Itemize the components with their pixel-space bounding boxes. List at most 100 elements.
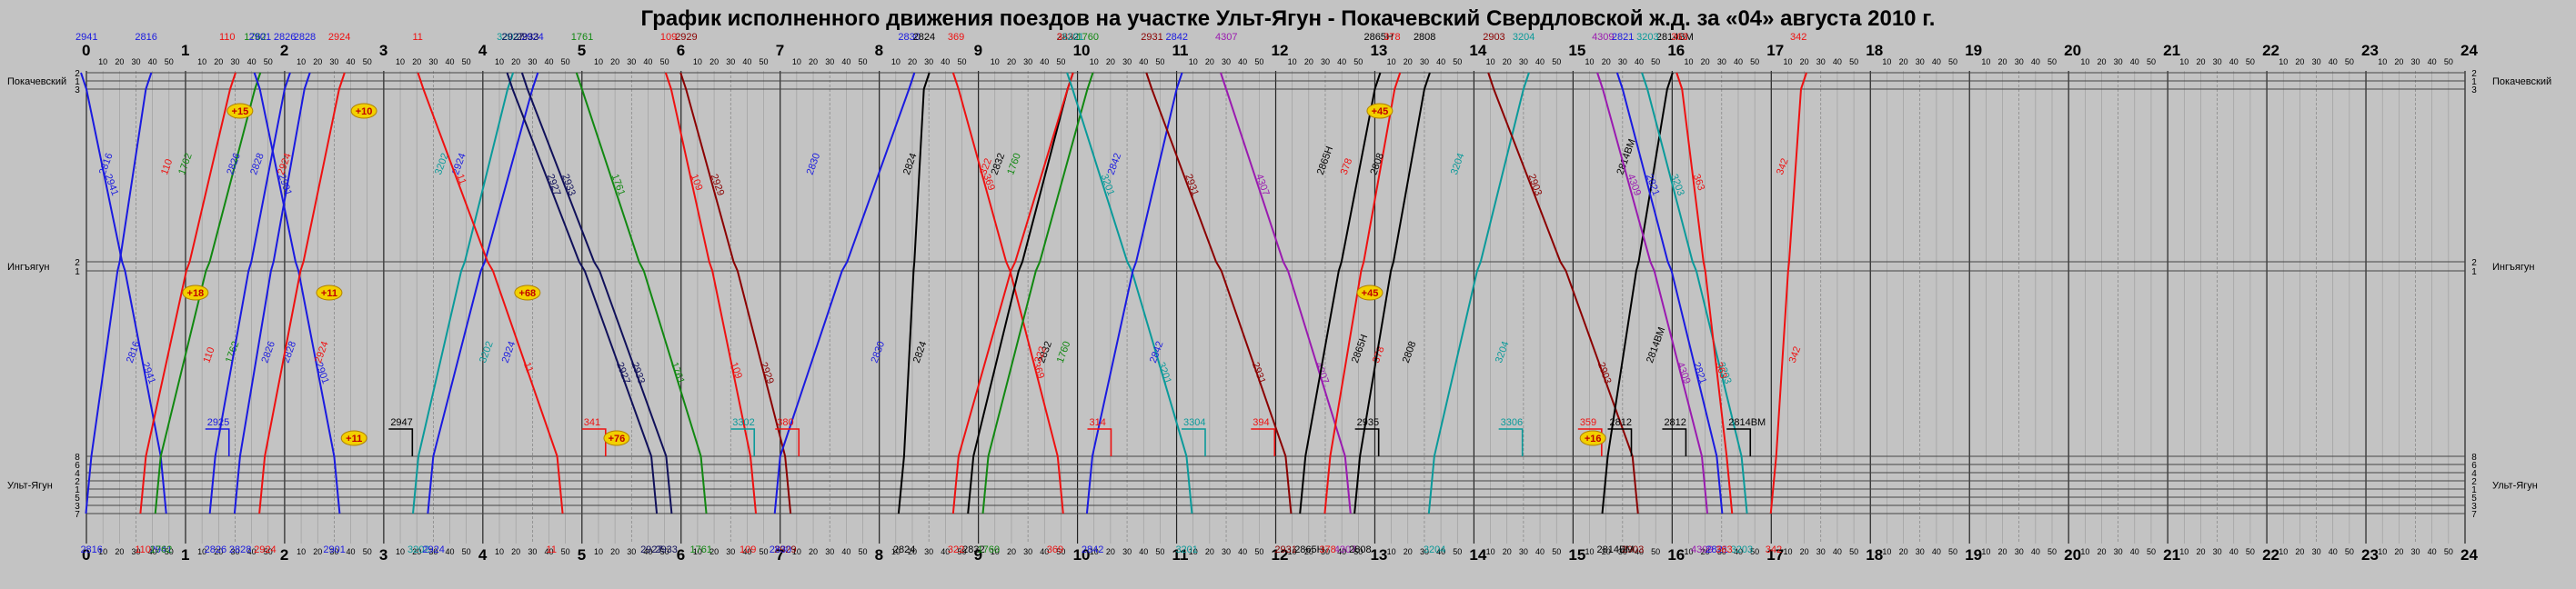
delay-badge-text: +15 [232, 106, 249, 117]
minute-label-top: 40 [2329, 57, 2338, 66]
train-number-bottom: 2816 [80, 544, 102, 555]
dwell-label: 2935 [1357, 417, 1379, 428]
minute-label-top: 50 [1353, 57, 1363, 66]
train-number-bottom: 2941 [150, 544, 172, 555]
hour-label-bottom: 10 [1073, 546, 1091, 564]
track-number-left: 8 [75, 453, 80, 463]
minute-label-top: 20 [1602, 57, 1611, 66]
train-number-top: 2865Н [1363, 32, 1393, 43]
hour-label-bottom: 11 [1172, 546, 1189, 564]
hour-label-top: 18 [1866, 42, 1883, 59]
train-path-2929 [679, 72, 792, 514]
minute-label-top: 50 [1849, 57, 1858, 66]
train-number-top: 3201 [1062, 32, 1083, 43]
hour-label-top: 3 [379, 42, 387, 59]
hour-label-bottom: 16 [1667, 546, 1685, 564]
minute-label-top: 30 [2015, 57, 2024, 66]
minute-label-top: 40 [1238, 57, 1247, 66]
track-number-right: 2 [2471, 258, 2477, 268]
minute-label-top: 10 [1189, 57, 1198, 66]
minute-label-top: 30 [1222, 57, 1231, 66]
train-number-top: 2832 [1057, 32, 1079, 43]
minute-label-bottom: 20 [1304, 547, 1313, 556]
minute-label-top: 10 [1585, 57, 1595, 66]
minute-label-top: 10 [1387, 57, 1396, 66]
train-number-top: 2924 [521, 32, 543, 43]
minute-label-top: 50 [1155, 57, 1164, 66]
train-path-2821 [1615, 72, 1724, 514]
minute-label-bottom: 50 [1849, 547, 1858, 556]
train-number-slope: 2865Н [1315, 145, 1335, 176]
minute-label-bottom: 40 [347, 547, 356, 556]
minute-label-bottom: 20 [511, 547, 520, 556]
train-number-top: 369 [948, 32, 964, 43]
train-number-slope: 110 [201, 345, 216, 364]
minute-label-top: 20 [610, 57, 619, 66]
graph-title: График исполненного движения поездов на … [641, 6, 1936, 31]
minute-label-top: 10 [1783, 57, 1792, 66]
dwell-label: 2812 [1664, 417, 1685, 428]
minute-label-top: 50 [165, 57, 174, 66]
minute-label-bottom: 30 [2114, 547, 2123, 556]
minute-label-top: 50 [2147, 57, 2156, 66]
minute-label-bottom: 40 [148, 547, 157, 556]
minute-label-bottom: 10 [693, 547, 702, 556]
minute-label-top: 20 [2394, 57, 2403, 66]
minute-label-top: 10 [396, 57, 405, 66]
train-number-bottom: 322 [948, 544, 964, 555]
minute-label-bottom: 50 [1353, 547, 1363, 556]
train-number-top: 3202 [497, 32, 518, 43]
hour-label-top: 11 [1172, 42, 1189, 59]
train-number-bottom: 1760 [978, 544, 1000, 555]
minute-label-top: 20 [1404, 57, 1413, 66]
minute-label-bottom: 50 [1552, 547, 1561, 556]
minute-label-bottom: 50 [660, 547, 669, 556]
train-number-slope: 2830 [869, 340, 887, 364]
minute-label-bottom: 10 [1189, 547, 1198, 556]
track-number-left: 2 [75, 477, 80, 487]
minute-label-top: 20 [313, 57, 322, 66]
minute-label-bottom: 30 [1816, 547, 1826, 556]
minute-label-top: 30 [1618, 57, 1627, 66]
minute-label-bottom: 40 [742, 547, 751, 556]
train-number-top: 11 [412, 32, 422, 43]
minute-label-top: 20 [115, 57, 124, 66]
track-number-right: 1 [2471, 485, 2477, 495]
track-number-left: 1 [75, 267, 80, 277]
hour-label-bottom: 14 [1469, 546, 1486, 564]
minute-label-bottom: 10 [792, 547, 801, 556]
minute-label-top: 30 [2411, 57, 2420, 66]
train-path-2931 [1145, 72, 1293, 514]
minute-label-top: 10 [297, 57, 306, 66]
minute-label-bottom: 10 [2279, 547, 2288, 556]
delay-badge-text: +18 [187, 288, 205, 299]
train-number-slope: 2821 [1691, 361, 1709, 385]
hour-label-top: 10 [1073, 42, 1091, 59]
train-number-slope: 378 [1339, 157, 1355, 176]
minute-label-top: 10 [991, 57, 1000, 66]
train-number-top: 3204 [1513, 32, 1535, 43]
train-number-bottom: 1762 [150, 544, 172, 555]
minute-label-top: 40 [2031, 57, 2040, 66]
minute-label-bottom: 50 [957, 547, 966, 556]
hour-label-top: 22 [2262, 42, 2279, 59]
minute-label-bottom: 30 [2015, 547, 2024, 556]
minute-label-top: 20 [1899, 57, 1908, 66]
minute-label-top: 40 [1337, 57, 1346, 66]
train-number-slope: 2830 [805, 152, 823, 176]
hour-label-top: 21 [2163, 42, 2180, 59]
minute-label-bottom: 10 [594, 547, 603, 556]
train-path-2828 [233, 72, 311, 514]
minute-label-bottom: 40 [941, 547, 950, 556]
train-path-2941 [80, 72, 167, 514]
train-path-1760 [981, 72, 1094, 514]
minute-label-bottom: 50 [264, 547, 273, 556]
minute-label-bottom: 20 [412, 547, 421, 556]
train-number-bottom: 363 [1716, 544, 1732, 555]
train-number-top: 1762 [244, 32, 266, 43]
minute-label-top: 30 [1916, 57, 1925, 66]
train-number-slope: 3204 [1494, 340, 1512, 364]
train-number-slope: 1762 [176, 152, 195, 176]
minute-label-bottom: 50 [462, 547, 471, 556]
hour-label-top: 24 [2460, 42, 2478, 59]
